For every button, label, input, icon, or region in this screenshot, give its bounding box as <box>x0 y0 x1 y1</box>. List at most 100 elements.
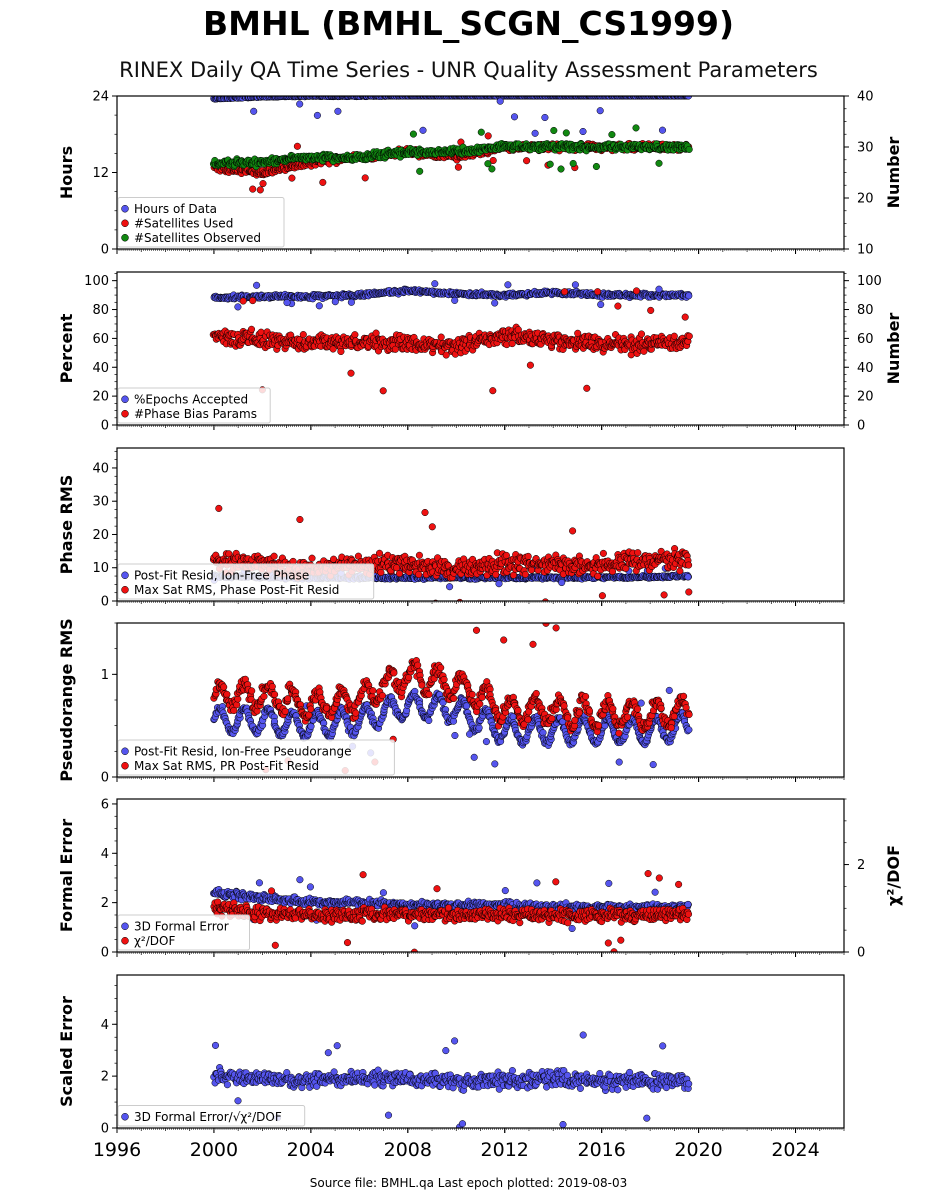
outlier-point-green <box>416 167 424 175</box>
outlier-point-blue <box>655 285 663 293</box>
outlier-point-red <box>583 384 591 392</box>
y-axis-label: Percent <box>57 313 76 383</box>
outlier-point-red <box>526 361 534 369</box>
outlier-point-green <box>484 160 492 168</box>
y2-tick-label: 10 <box>857 243 874 258</box>
outlier-point-red <box>347 369 355 377</box>
outlier-point-blue <box>558 578 566 587</box>
outlier-point-blue <box>531 129 539 137</box>
y2-axis-label: Number <box>884 137 903 209</box>
outlier-point-blue <box>596 107 604 115</box>
legend-entry: #Phase Bias Params <box>134 407 257 421</box>
outlier-point-red <box>293 142 301 150</box>
outlier-point-blue <box>250 107 258 115</box>
outlier-point-red <box>681 313 689 321</box>
outlier-point-green <box>550 126 558 135</box>
outlier-point-blue <box>253 281 261 289</box>
figure-title: BMHL (BMHL_SCGN_CS1999) <box>202 4 735 43</box>
outlier-point-red <box>614 302 622 310</box>
y-tick-label: 12 <box>92 166 109 181</box>
y2-tick-label: 20 <box>857 390 874 405</box>
outlier-point-red <box>484 132 492 140</box>
legend-marker-red <box>121 410 129 418</box>
y2-tick-label: 40 <box>857 90 874 105</box>
outlier-point-blue <box>315 302 323 310</box>
outlier-point-blue <box>296 100 304 108</box>
y-tick-label: 60 <box>92 332 109 347</box>
y2-tick-label: 100 <box>857 274 882 289</box>
data-point-red <box>670 332 678 340</box>
data-point-red <box>337 347 345 356</box>
outlier-point-red <box>561 288 569 296</box>
legend-box <box>117 197 285 248</box>
outlier-point-green <box>655 159 663 167</box>
legend-marker-blue <box>121 205 129 213</box>
data-point-red <box>351 331 359 339</box>
outlier-point-red <box>249 297 257 305</box>
y2-tick-label: 80 <box>857 303 874 318</box>
outlier-point-green <box>569 159 577 168</box>
outlier-point-blue <box>658 126 667 134</box>
outlier-point-red <box>256 186 264 194</box>
outlier-point-red <box>288 174 296 182</box>
outlier-point-blue <box>331 298 339 306</box>
outlier-point-blue <box>419 126 427 134</box>
legend-entry: Hours of Data <box>134 202 217 216</box>
markers-percent <box>209 280 693 395</box>
y-tick-label: 24 <box>92 90 109 105</box>
y2-tick-label: 30 <box>857 141 874 156</box>
data-point-red <box>640 347 648 355</box>
outlier-point-red <box>632 287 641 295</box>
outlier-point-red <box>489 156 497 165</box>
y2-tick-label: 40 <box>857 361 874 376</box>
y-tick-label: 100 <box>84 274 109 289</box>
y-tick-label: 0 <box>101 419 109 434</box>
outlier-point-blue <box>571 281 579 289</box>
legend-marker-blue <box>121 395 129 403</box>
outlier-point-green <box>488 165 496 173</box>
panel-percent: 0 20 40 60 80 100 Percent 0 20 40 60 80 100 Number %Ep… <box>57 271 903 434</box>
outlier-point-red <box>594 288 602 296</box>
legend-marker-green <box>121 234 129 242</box>
data-point-red <box>299 331 307 339</box>
outlier-point-green <box>608 131 616 139</box>
y-tick-label: 20 <box>92 390 109 405</box>
outlier-point-blue <box>491 299 499 307</box>
outlier-point-green <box>557 165 565 173</box>
outlier-point-blue <box>504 281 512 289</box>
outlier-point-green <box>562 129 570 137</box>
outlier-point-red <box>454 163 462 171</box>
legend-entry: %Epochs Accepted <box>134 392 248 406</box>
data-point-red <box>372 329 380 337</box>
outlier-point-green <box>592 162 600 171</box>
data-point-blue <box>684 96 693 100</box>
outlier-point-green <box>409 130 417 138</box>
y2-tick-label: 20 <box>857 192 874 207</box>
outlier-point-blue <box>446 583 454 591</box>
legend-entry: #Satellites Used <box>134 216 233 230</box>
outlier-point-red <box>647 306 655 314</box>
outlier-point-blue <box>579 127 587 136</box>
data-point-red <box>247 325 256 333</box>
outlier-point-green <box>632 124 640 132</box>
y2-tick-label: 60 <box>857 332 874 347</box>
data-point-red <box>270 552 278 560</box>
data-point-blue <box>685 292 693 300</box>
y-tick-label: 40 <box>92 361 109 376</box>
outlier-point-blue <box>510 113 519 121</box>
outlier-point-red <box>379 387 387 395</box>
y-axis-label: Hours <box>57 146 76 199</box>
markers-hours <box>209 96 693 194</box>
outlier-point-blue <box>334 107 342 115</box>
outlier-point-blue <box>496 97 504 105</box>
y-tick-label: 80 <box>92 303 109 318</box>
outlier-point-blue <box>431 280 439 288</box>
outlier-point-blue <box>451 296 459 304</box>
outlier-point-red <box>239 297 247 305</box>
legend-entry: #Satellites Observed <box>134 231 261 245</box>
outlier-point-green <box>477 128 485 136</box>
data-point-red <box>637 330 646 338</box>
